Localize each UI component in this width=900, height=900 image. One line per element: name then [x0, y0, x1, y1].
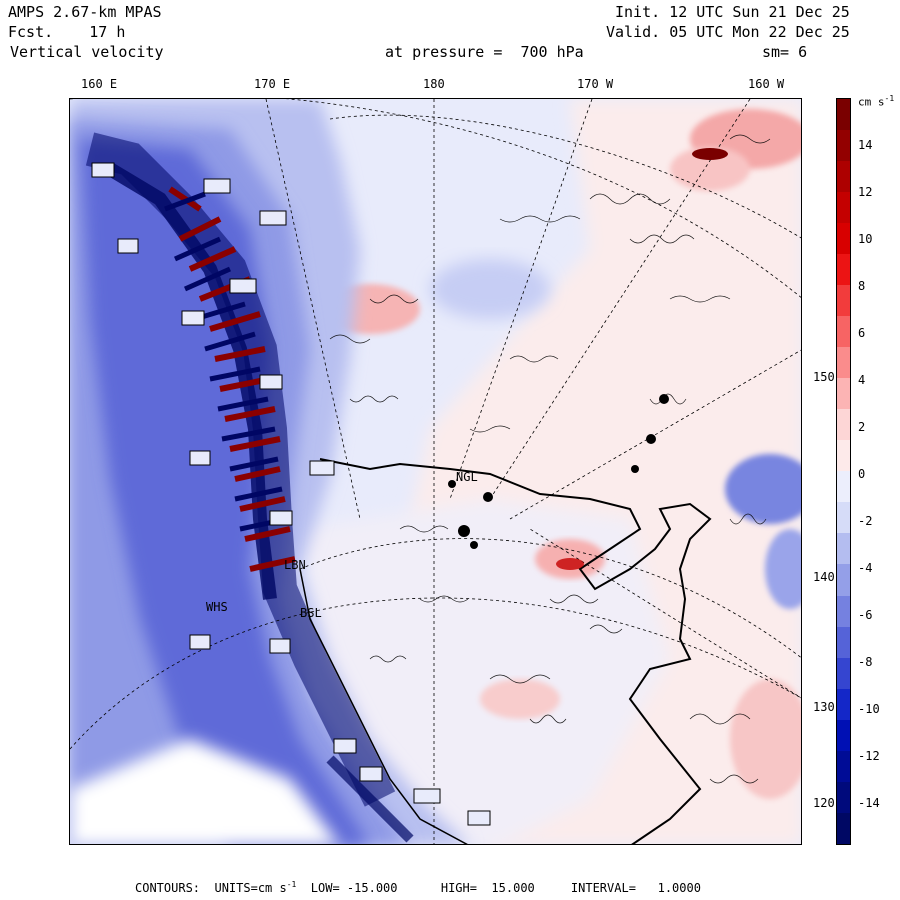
colorbar-tick-label: -12 — [858, 749, 880, 763]
colorbar-segment — [837, 285, 850, 317]
station-label-ngl: NGL — [456, 470, 478, 484]
colorbar-segment — [837, 688, 850, 720]
lon-label-170w: 170 W — [577, 77, 614, 91]
map-svg — [70, 99, 801, 844]
station-label-whs: WHS — [206, 600, 228, 614]
colorbar-segment — [837, 378, 850, 410]
pressure-level: at pressure = 700 hPa — [385, 43, 584, 61]
contour-units-sup: -1 — [286, 880, 297, 889]
colorbar-tick-label: -6 — [858, 608, 873, 622]
field-name: Vertical velocity — [10, 43, 164, 61]
map-panel: NGL LBN WHS BSL — [69, 98, 802, 845]
colorbar-segment — [837, 440, 850, 472]
contour-info: CONTOURS: UNITS=cm s-1 LOW= -15.000 HIGH… — [135, 880, 701, 895]
contour-units-text: CONTOURS: UNITS=cm s — [135, 881, 287, 895]
colorbar-segment — [837, 626, 850, 658]
colorbar-segment — [837, 502, 850, 534]
init-time: Init. 12 UTC Sun 21 Dec 25 — [615, 3, 850, 21]
mountain-band — [85, 132, 414, 843]
colorbar-tick-label: 4 — [858, 373, 866, 387]
colorbar-tick-label: 8 — [858, 279, 866, 293]
lon-label-170e: 170 E — [254, 77, 291, 91]
colorbar-tick-label: -2 — [858, 514, 873, 528]
station-label-bsl: BSL — [300, 606, 322, 620]
colorbar-tick-label: -4 — [858, 561, 873, 575]
graticule — [70, 99, 801, 844]
colorbar-tick-label: -14 — [858, 796, 880, 810]
colorbar-segment — [837, 99, 850, 131]
colorbar — [836, 98, 851, 845]
coastline — [319, 458, 712, 844]
colorbar-tick-label: 0 — [858, 467, 866, 481]
colorbar-segment — [837, 130, 850, 162]
colorbar-segment — [837, 223, 850, 255]
value-boxes — [91, 162, 491, 826]
colorbar-tick-label: -10 — [858, 702, 880, 716]
forecast-hour: Fcst. 17 h — [8, 23, 126, 41]
colorbar-segment — [837, 595, 850, 627]
contours — [329, 134, 771, 784]
colorbar-segment — [837, 254, 850, 286]
colorbar-segment — [837, 564, 850, 596]
colorbar-units: cm s-1 — [858, 92, 894, 109]
colorbar-segment — [837, 781, 850, 813]
model-title: AMPS 2.67-km MPAS — [8, 3, 162, 21]
colorbar-segment — [837, 161, 850, 193]
contour-range-text: LOW= -15.000 HIGH= 15.000 INTERVAL= 1.00… — [296, 881, 701, 895]
lon-label-160e: 160 E — [81, 77, 118, 91]
colorbar-segment — [837, 750, 850, 782]
colorbar-tick-label: 12 — [858, 185, 873, 199]
lon-label-160w: 160 W — [748, 77, 785, 91]
colorbar-segment — [837, 533, 850, 565]
colorbar-segment — [837, 316, 850, 348]
peak-markers — [448, 148, 728, 570]
colorbar-units-sup: -1 — [884, 94, 895, 103]
colorbar-tick-label: -8 — [858, 655, 873, 669]
colorbar-segment — [837, 409, 850, 441]
smoothing: sm= 6 — [762, 43, 808, 61]
colorbar-segment — [837, 347, 850, 379]
colorbar-tick-label: 10 — [858, 232, 873, 246]
colorbar-tick-label: 14 — [858, 138, 873, 152]
colorbar-segment — [837, 719, 850, 751]
colorbar-tick-label: 6 — [858, 326, 866, 340]
colorbar-segment — [837, 471, 850, 503]
lon-label-180: 180 — [423, 77, 445, 91]
colorbar-segment — [837, 812, 850, 844]
valid-time: Valid. 05 UTC Mon 22 Dec 25 — [606, 23, 850, 41]
colorbar-tick-label: 2 — [858, 420, 866, 434]
colorbar-units-text: cm s — [858, 95, 885, 109]
station-label-lbn: LBN — [284, 558, 306, 572]
colorbar-segment — [837, 657, 850, 689]
colorbar-segment — [837, 192, 850, 224]
